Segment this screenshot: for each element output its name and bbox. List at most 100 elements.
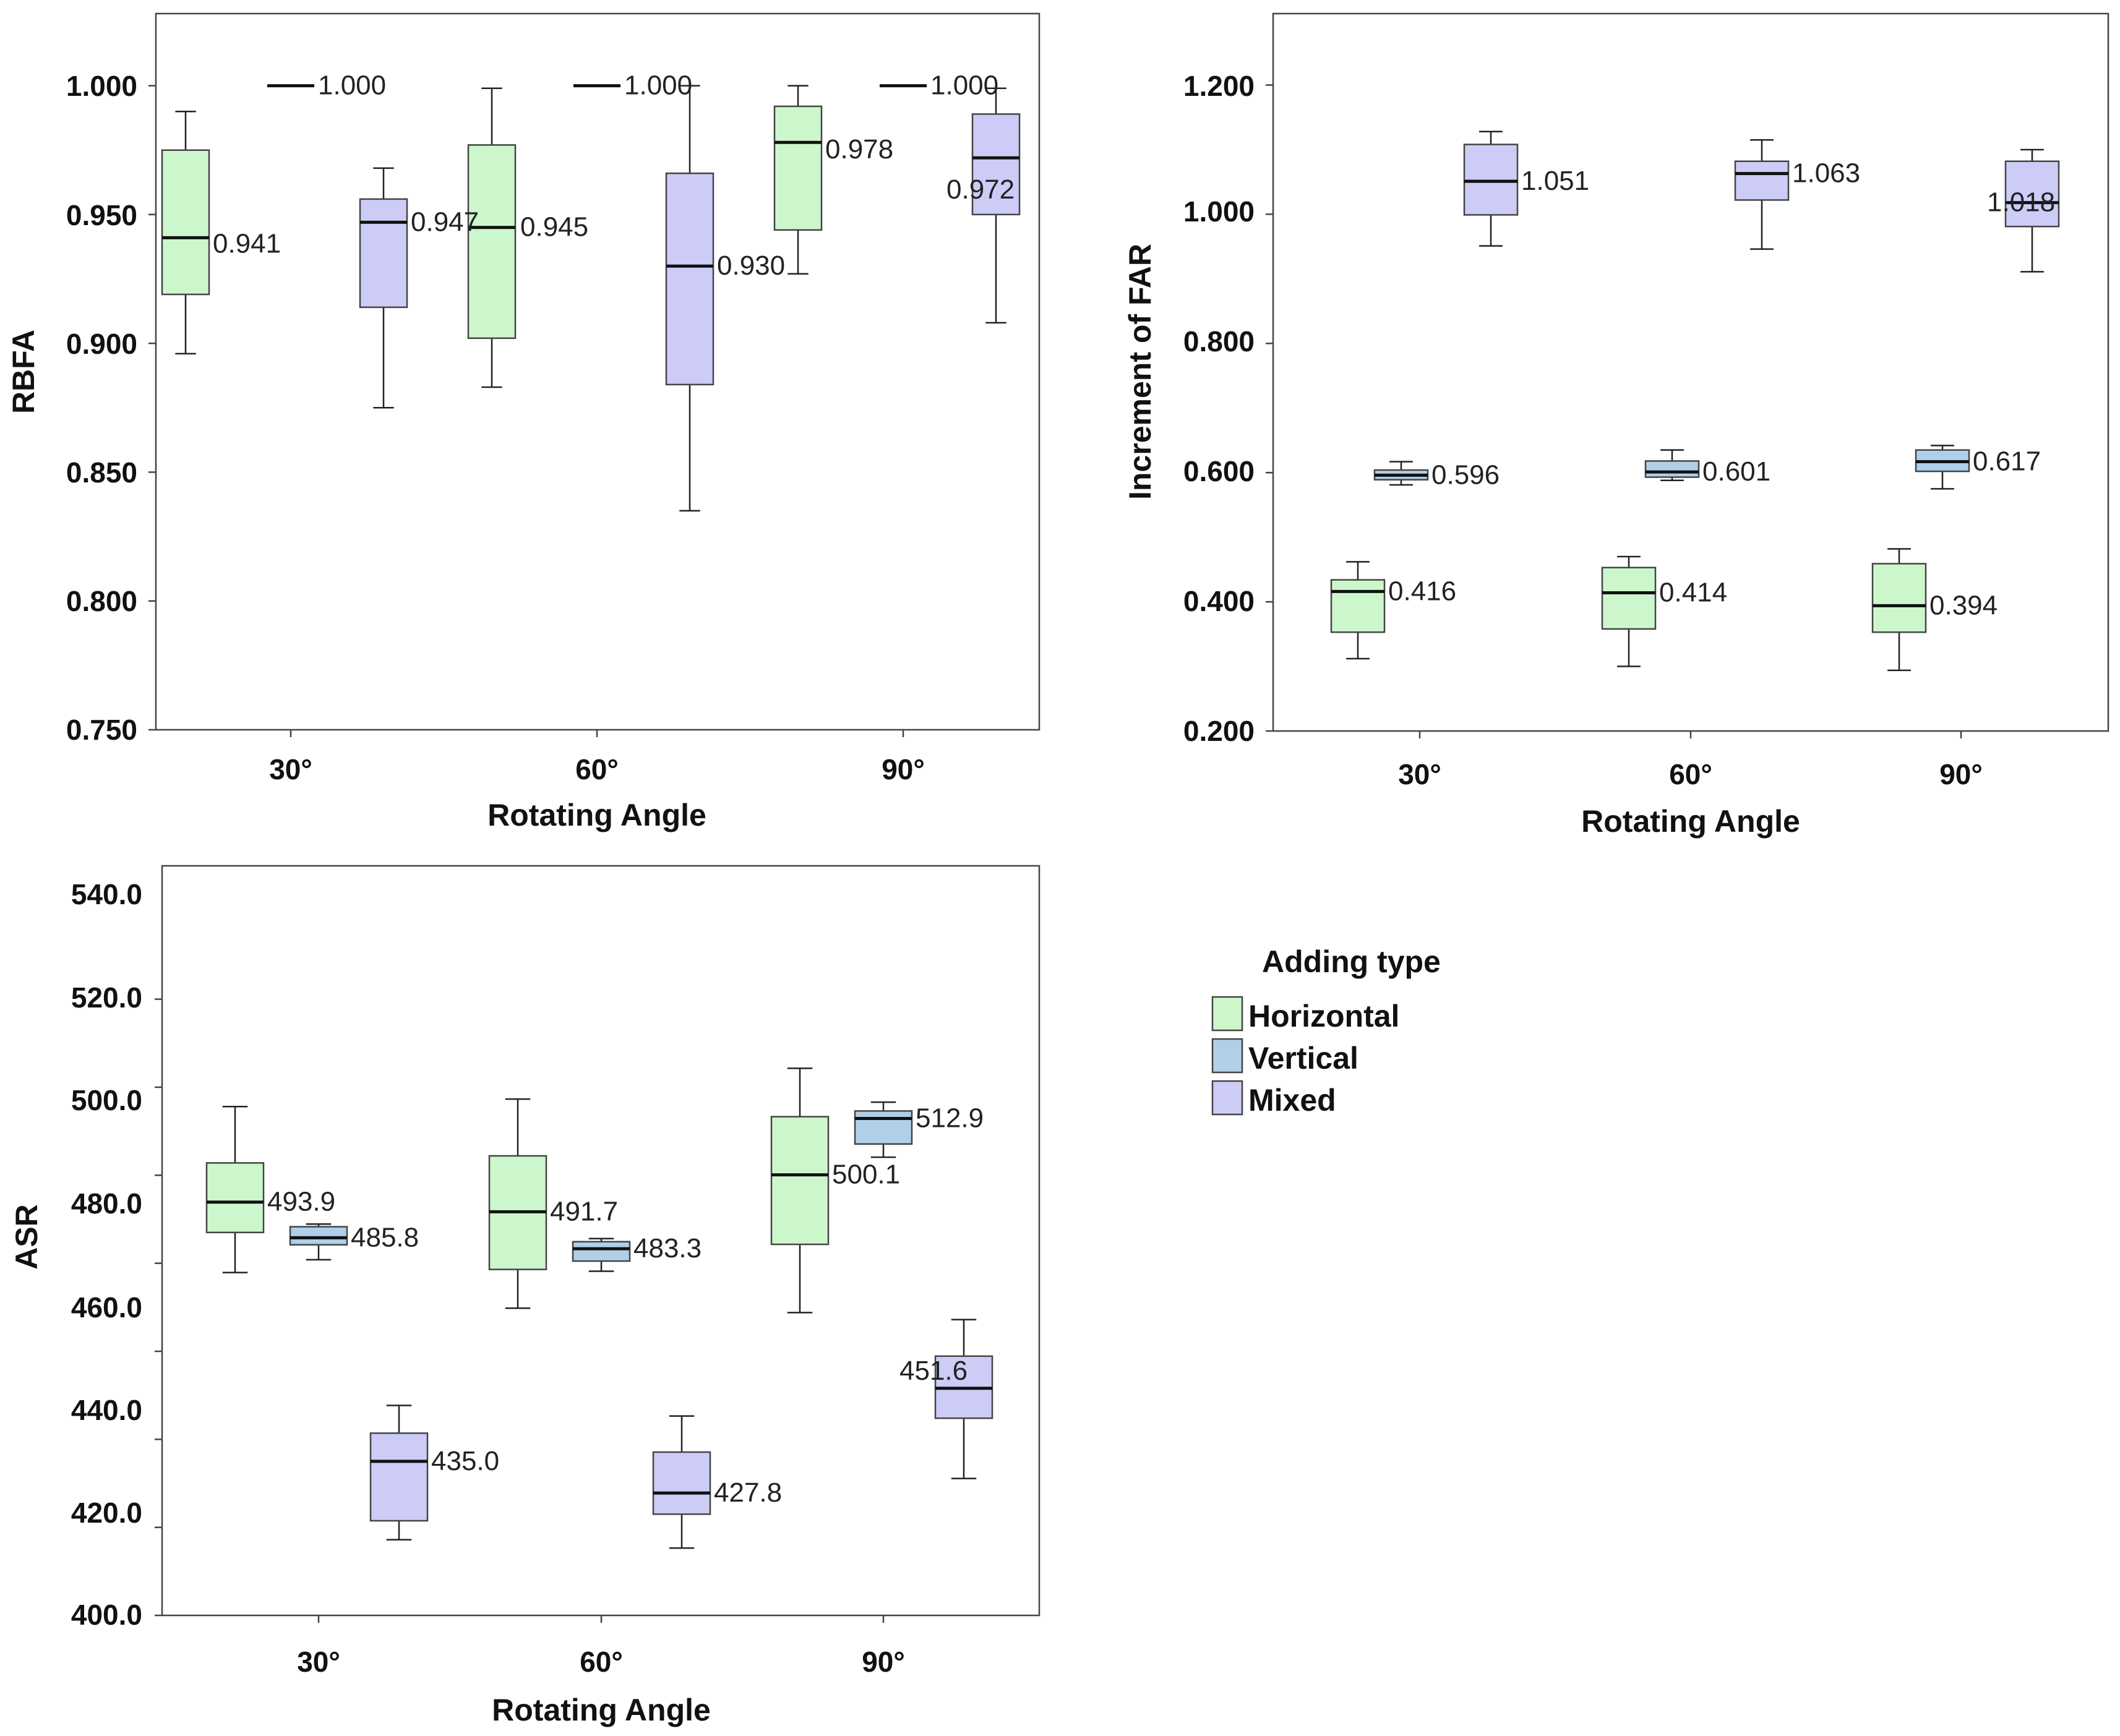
- median-label-horizontal: 0.416: [1388, 576, 1456, 606]
- box-vertical: [1644, 460, 1700, 478]
- x-tick-label: 30°: [1398, 758, 1441, 790]
- median-label-horizontal: 0.941: [213, 228, 281, 259]
- box-horizontal: [770, 1116, 830, 1246]
- box-horizontal: [1871, 563, 1927, 633]
- y-tick-labels: 0.750 0.800 0.850 0.900 0.950 1.000: [66, 70, 137, 746]
- plot-frame: [1272, 12, 2109, 732]
- y-tick-label: 440.0: [71, 1394, 142, 1426]
- x-axis-title: Rotating Angle: [492, 1693, 711, 1727]
- legend-swatch-mixed: [1211, 1080, 1243, 1116]
- y-tick-label: 0.400: [1183, 585, 1255, 617]
- x-tick-label: 60°: [575, 753, 619, 785]
- legend: Adding type Horizontal Vertical Mixed: [1211, 944, 1441, 1118]
- median-label-mixed: 451.6: [899, 1356, 968, 1386]
- box-horizontal: [467, 144, 517, 340]
- box-mixed: [971, 113, 1021, 216]
- median-label-mixed: 1.063: [1792, 158, 1860, 189]
- box-horizontal: [161, 149, 210, 296]
- median-label-vertical: 1.000: [318, 71, 386, 101]
- median-label-horizontal: 491.7: [550, 1196, 618, 1226]
- box-vertical: [572, 1241, 631, 1262]
- y-tick-label: 500.0: [71, 1084, 142, 1116]
- box-horizontal: [1601, 567, 1657, 630]
- median-label-mixed: 0.930: [717, 250, 785, 281]
- median-label-mixed: 435.0: [431, 1446, 499, 1476]
- y-axis-title: ASR: [9, 1204, 44, 1270]
- median-label-horizontal: 493.9: [267, 1187, 335, 1217]
- x-axis-title: Rotating Angle: [1581, 804, 1800, 839]
- x-tick-label: 30°: [269, 753, 312, 785]
- x-tick-label: 60°: [580, 1646, 623, 1678]
- x-tick-label: 30°: [297, 1646, 340, 1678]
- legend-title: Adding type: [1262, 944, 1441, 979]
- box-horizontal: [205, 1162, 265, 1234]
- y-tick-label: 1.000: [66, 70, 137, 102]
- box-marks: 0.941 0.945 0.978 1.000 1.000 1.000 0.947 0.930…: [148, 71, 2060, 1623]
- box-horizontal: [1330, 579, 1386, 633]
- box-mixed: [2004, 160, 2060, 228]
- x-tick-label: 90°: [882, 753, 925, 785]
- legend-swatch-vertical: [1211, 1038, 1243, 1074]
- y-tick-label: 0.800: [66, 585, 137, 617]
- box-mixed: [1463, 143, 1519, 216]
- box-mixed: [359, 198, 408, 309]
- x-tick-label: 90°: [862, 1646, 905, 1678]
- legend-label-horizontal: Horizontal: [1248, 999, 1399, 1033]
- box-mixed: [369, 1432, 429, 1522]
- box-vertical: [289, 1226, 348, 1246]
- legend-swatch-horizontal: [1211, 996, 1243, 1032]
- y-tick-label: 0.600: [1183, 455, 1255, 487]
- y-tick-label: 480.0: [71, 1187, 142, 1220]
- median-label-vertical: 485.8: [351, 1222, 419, 1252]
- median-label-vertical: 0.617: [1973, 446, 2041, 476]
- y-axis-title: RBFA: [6, 330, 41, 414]
- median-label-horizontal: 0.394: [1929, 590, 1998, 620]
- y-tick-label: 520.0: [71, 981, 142, 1014]
- median-label-vertical: 1.000: [930, 71, 998, 101]
- x-axis-title: Rotating Angle: [487, 798, 706, 832]
- plot-frame: [155, 12, 1041, 731]
- y-tick-label: 0.850: [66, 456, 137, 489]
- x-tick-labels: 30° 60° 90°: [1398, 758, 1983, 790]
- median-label-mixed: 1.018: [1987, 187, 2055, 218]
- x-tick-label: 90°: [1939, 758, 1983, 790]
- y-tick-label: 1.000: [1183, 195, 1255, 228]
- x-tick-labels: 30° 60° 90°: [269, 753, 925, 785]
- median-label-horizontal: 0.978: [825, 134, 893, 165]
- median-label-horizontal: 500.1: [832, 1160, 900, 1190]
- y-tick-labels: 400.0 420.0 440.0 460.0 480.0 500.0 520.…: [71, 878, 142, 1631]
- y-tick-label: 0.750: [66, 714, 137, 746]
- y-tick-label: 400.0: [71, 1599, 142, 1631]
- median-label-horizontal: 0.945: [520, 212, 588, 242]
- x-tick-labels: 30° 60° 90°: [297, 1646, 905, 1678]
- y-tick-label: 0.800: [1183, 325, 1255, 357]
- median-label-vertical: 0.596: [1431, 460, 1500, 490]
- median-label-mixed: 1.051: [1521, 166, 1589, 196]
- box-vertical: [854, 1110, 913, 1145]
- median-label-mixed: 0.972: [946, 174, 1015, 205]
- median-label-horizontal: 0.414: [1659, 577, 1727, 607]
- box-mixed: [1734, 160, 1790, 201]
- median-label-mixed: 427.8: [714, 1477, 782, 1508]
- y-tick-label: 0.950: [66, 199, 137, 231]
- box-mixed: [665, 172, 715, 386]
- panel-rbfa: 0.750 0.800 0.850 0.900 0.950 1.000 30° …: [6, 12, 1041, 832]
- legend-label-mixed: Mixed: [1248, 1083, 1336, 1118]
- y-tick-label: 1.200: [1183, 70, 1255, 102]
- y-tick-labels: 0.200 0.400 0.600 0.800 1.000 1.200: [1183, 70, 1255, 747]
- y-tick-label: 540.0: [71, 878, 142, 910]
- median-label-vertical: 0.601: [1702, 456, 1770, 487]
- box-horizontal: [773, 105, 823, 231]
- panel-far: 0.200 0.400 0.600 0.800 1.000 1.200 30° …: [1123, 12, 2109, 839]
- box-mixed: [652, 1451, 711, 1515]
- y-tick-label: 0.900: [66, 328, 137, 360]
- y-tick-label: 420.0: [71, 1497, 142, 1529]
- y-tick-label: 460.0: [71, 1291, 142, 1323]
- y-axis-title: Increment of FAR: [1123, 244, 1157, 500]
- legend-label-vertical: Vertical: [1248, 1041, 1358, 1075]
- y-tick-label: 0.200: [1183, 715, 1255, 747]
- median-label-vertical: 483.3: [633, 1233, 702, 1264]
- panel-asr: 400.0 420.0 440.0 460.0 480.0 500.0 520.…: [9, 865, 1041, 1727]
- x-tick-label: 60°: [1669, 758, 1712, 790]
